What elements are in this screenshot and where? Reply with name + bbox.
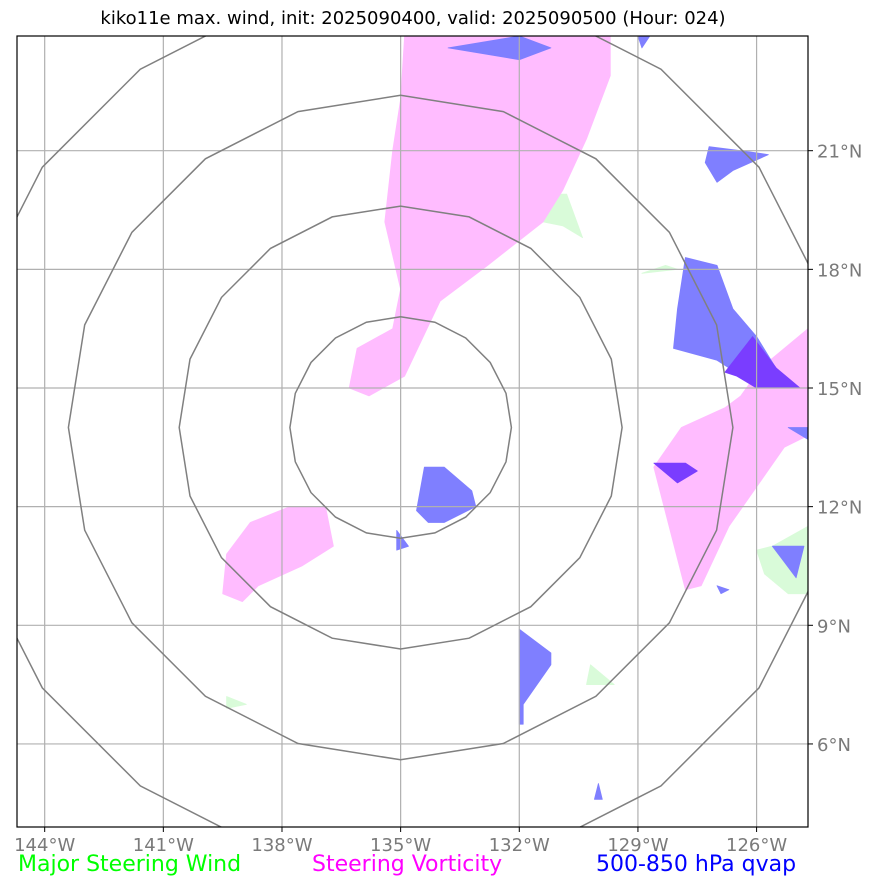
plot-frame bbox=[16, 35, 809, 828]
y-tick-label: 9°N bbox=[817, 616, 851, 637]
qvap-region bbox=[396, 530, 409, 551]
y-tick-label: 6°N bbox=[817, 735, 851, 756]
gridlines bbox=[17, 36, 808, 827]
range-ring bbox=[67, 94, 734, 761]
qvap-region bbox=[637, 36, 651, 49]
vorticity-region bbox=[348, 36, 611, 397]
qvap-region bbox=[787, 427, 808, 440]
y-tick-label: 12°N bbox=[817, 498, 862, 519]
y-tick-label: 15°N bbox=[817, 379, 862, 400]
axis-ticks: 144°W 141°W 138°W 135°W 132°W 129°W 126°W 21°N 1… bbox=[14, 142, 862, 856]
x-tick-label: 132°W bbox=[489, 835, 550, 856]
x-tick-label: 135°W bbox=[370, 835, 431, 856]
qvap-overlap-region bbox=[653, 462, 698, 484]
qvap-region bbox=[716, 585, 730, 595]
wind-region bbox=[586, 664, 615, 685]
y-tick-label: 21°N bbox=[817, 142, 862, 163]
y-tick-label: 18°N bbox=[817, 260, 862, 281]
x-tick-label: 141°W bbox=[133, 835, 194, 856]
range-ring bbox=[178, 205, 623, 650]
qvap-region bbox=[594, 783, 603, 800]
range-ring bbox=[17, 36, 808, 827]
legend-qvap-label: 500-850 hPa qvap bbox=[596, 852, 797, 877]
qvap-region bbox=[704, 146, 769, 183]
x-tick-label: 126°W bbox=[726, 835, 787, 856]
range-ring bbox=[289, 316, 513, 540]
qvap-region bbox=[772, 545, 805, 579]
contour-fills bbox=[222, 36, 808, 800]
x-tick-label: 138°W bbox=[251, 835, 312, 856]
qvap-region bbox=[518, 628, 552, 725]
legend-wind-label: Major Steering Wind bbox=[18, 852, 242, 877]
legend-vorticity-label: Steering Vorticity bbox=[312, 852, 503, 877]
vorticity-region bbox=[222, 506, 334, 602]
wind-region bbox=[226, 696, 247, 709]
qvap-region bbox=[447, 36, 552, 61]
vorticity-region bbox=[653, 328, 808, 591]
qvap-region bbox=[416, 466, 477, 523]
range-rings bbox=[17, 36, 808, 827]
x-tick-label: 129°W bbox=[607, 835, 668, 856]
map-title: kiko11e max. wind, init: 2025090400, val… bbox=[100, 8, 726, 29]
x-tick-label: 144°W bbox=[14, 835, 75, 856]
